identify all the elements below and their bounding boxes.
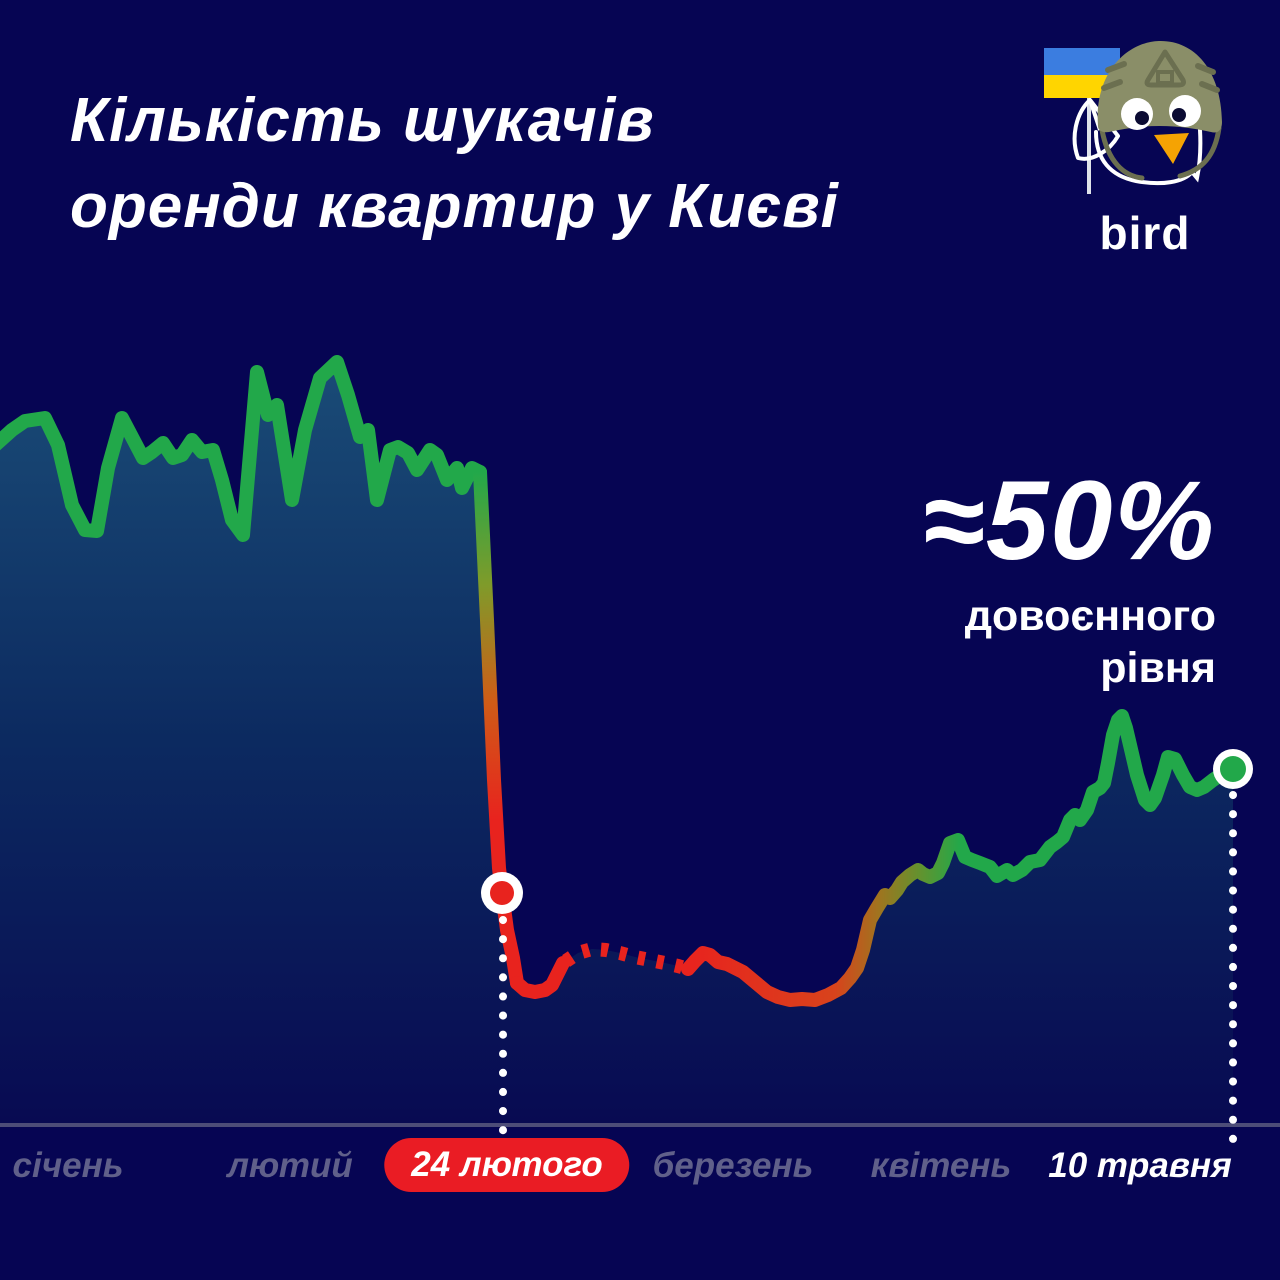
- page-title: Кількість шукачів оренди квартир у Києві: [70, 78, 839, 250]
- x-axis-label-4: березень: [652, 1146, 814, 1185]
- annotation-sub-line-1: довоєнного: [964, 592, 1216, 640]
- bird-mascot-icon: [1044, 40, 1222, 194]
- title-line-2: оренди квартир у Києві: [70, 172, 839, 241]
- bird-face-outline: [1094, 128, 1203, 186]
- chart-line-march-dotted: [562, 942, 691, 976]
- annotation-sub-line-2: рівня: [1100, 644, 1216, 692]
- bird-beak-icon: [1154, 133, 1189, 164]
- x-axis-label-6: 10 травня: [1048, 1146, 1232, 1185]
- x-axis-label-5: квітень: [870, 1146, 1012, 1185]
- chart-line-prewar-green: [0, 355, 487, 542]
- annotation-block: ≈50% довоєнного рівня: [922, 462, 1216, 694]
- helmet-vents-icon: [1101, 61, 1220, 93]
- x-axis-label-3: 24 лютого: [384, 1138, 630, 1192]
- x-axis-label-1: січень: [12, 1146, 124, 1185]
- bird-eyes-icon: [1121, 95, 1201, 130]
- feb24-drop-marker: [490, 881, 514, 905]
- helmet-strap-icon: [1099, 125, 1222, 181]
- annotation-percentage: ≈50%: [922, 458, 1216, 583]
- chart-line-low-red: [510, 956, 570, 999]
- chart-line-recovery: [681, 709, 1240, 1007]
- chart-area-fill: [0, 362, 1233, 1125]
- bird-logo: bird: [1030, 36, 1242, 260]
- logo-text: bird: [1099, 207, 1191, 259]
- x-axis-label-2: лютий: [227, 1146, 353, 1185]
- title-line-1: Кількість шукачів: [70, 86, 655, 155]
- may10-end-marker: [1220, 756, 1246, 782]
- annotation-subtext: довоєнного рівня: [922, 590, 1216, 694]
- helmet-emblem-square-icon: [1156, 70, 1174, 85]
